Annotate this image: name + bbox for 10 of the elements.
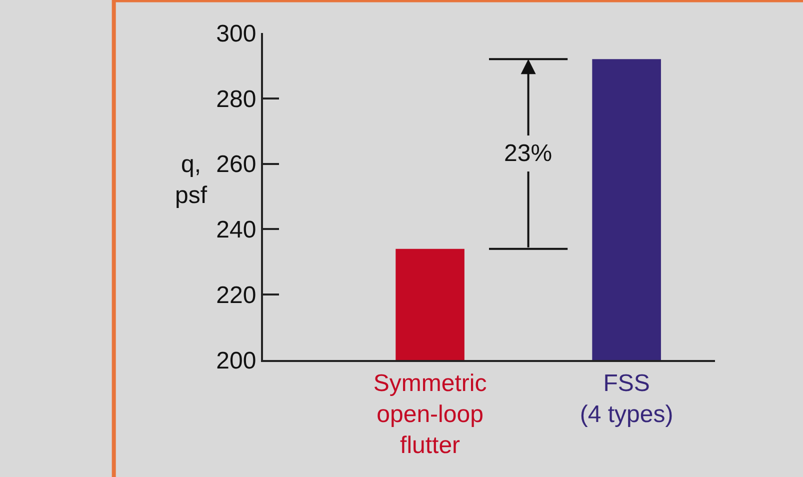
y-tick-label: 260 xyxy=(216,151,256,178)
y-tick-label: 300 xyxy=(216,20,256,48)
y-tick-label: 280 xyxy=(216,86,256,113)
x-tick-label: Symmetric open-loop flutter xyxy=(373,370,487,460)
y-tick-label: 240 xyxy=(216,216,256,244)
y-tick-label: 220 xyxy=(216,282,256,309)
y-tick-label: 200 xyxy=(216,347,256,374)
x-tick-label: FSS (4 types) xyxy=(580,370,674,428)
annotation: 23% xyxy=(504,140,552,167)
y-axis-title: q, psf xyxy=(175,151,208,210)
